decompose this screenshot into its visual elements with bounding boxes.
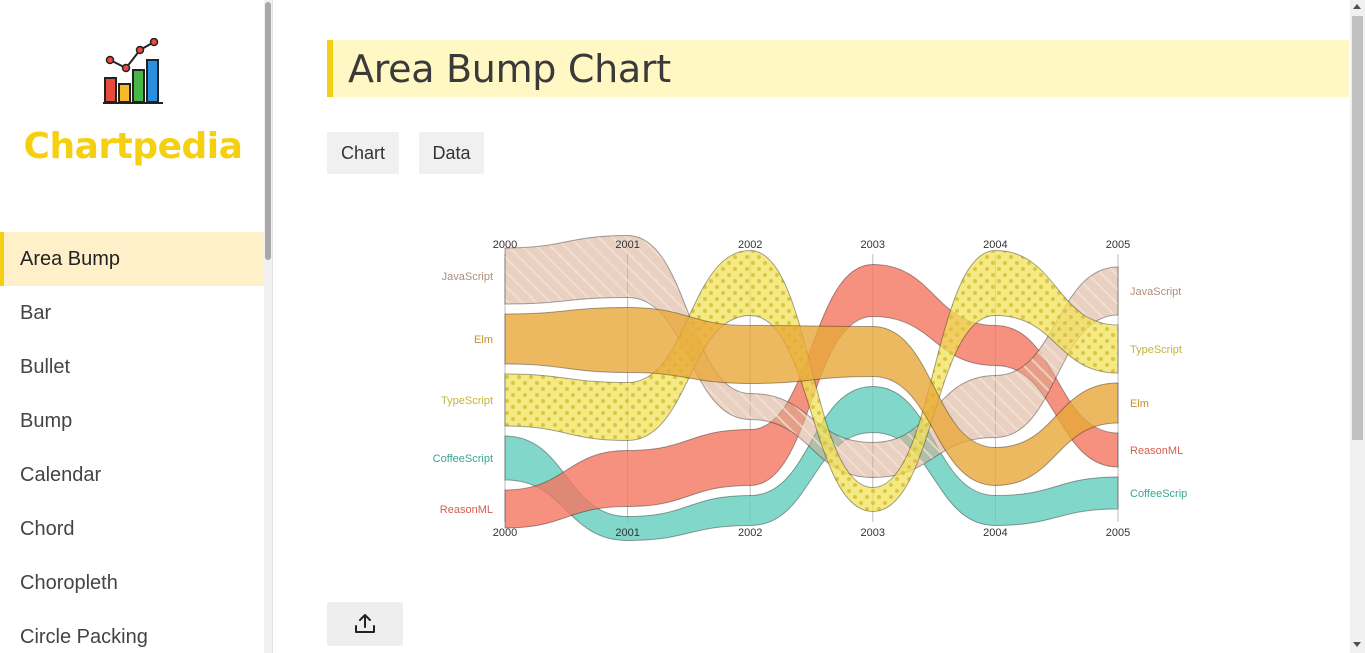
sidebar-item-bar[interactable]: Bar [20,302,52,324]
tick-label-bottom-2001: 2001 [615,527,639,539]
sidebar-item-area-bump[interactable]: Area Bump [0,232,266,286]
sidebar-item-chord[interactable]: Chord [20,518,75,540]
tick-label-top-2001: 2001 [615,239,639,251]
start-label-typescript: TypeScript [441,395,493,407]
start-label-coffeescript: CoffeeScript [433,453,493,465]
end-label-coffeescrip: CoffeeScrip [1130,488,1187,500]
tab-chart[interactable]: Chart [327,132,399,174]
start-label-elm: Elm [474,334,493,346]
brand-name: Chartpedia [23,126,243,167]
scroll-up-arrow-icon[interactable] [1353,4,1361,9]
area-typescript[interactable] [504,249,1119,513]
upload-icon [355,614,375,633]
area-elm[interactable] [504,306,1119,487]
sidebar-item-bump[interactable]: Bump [20,410,73,432]
sidebar-item-circle-packing[interactable]: Circle Packing [20,626,148,648]
tick-label-top-2004: 2004 [983,239,1007,251]
tick-label-top-2005: 2005 [1106,239,1130,251]
sidebar: Chartpedia Area Bump Bar Bullet Bump Cal… [0,0,266,653]
tick-label-top-2000: 2000 [493,239,517,251]
chart-axis-ticks: 2000 2000 2001 2001 2002 2002 2003 2003 2004 2004… [493,239,1130,539]
start-label-reasonml: ReasonML [440,504,493,516]
chart-series-labels: JavaScript Elm TypeScript CoffeeScript Reaso… [433,271,1188,516]
sidebar-item-calendar[interactable]: Calendar [20,464,102,486]
tick-label-bottom-2002: 2002 [738,527,762,539]
sidebar-divider [272,0,273,653]
scroll-down-arrow-icon[interactable] [1353,642,1361,647]
tick-label-bottom-2000: 2000 [493,527,517,539]
end-label-elm: Elm [1130,398,1149,410]
end-label-reasonml: ReasonML [1130,445,1183,457]
chart-areas [504,234,1119,542]
main-scrollbar-thumb[interactable] [1352,16,1363,440]
end-label-javascript: JavaScript [1130,286,1181,298]
tick-label-bottom-2004: 2004 [983,527,1007,539]
tick-label-bottom-2005: 2005 [1106,527,1130,539]
tick-label-top-2002: 2002 [738,239,762,251]
tick-label-top-2003: 2003 [861,239,885,251]
page-title-bar: Area Bump Chart [327,40,1349,97]
export-button[interactable] [327,602,403,646]
sidebar-scrollbar[interactable] [264,0,272,653]
page-title: Area Bump Chart [348,47,671,91]
bar-chart-logo-icon [103,38,163,104]
sidebar-item-choropleth[interactable]: Choropleth [20,572,118,594]
tab-data[interactable]: Data [419,132,484,174]
start-label-javascript: JavaScript [442,271,493,283]
area-coffeescript[interactable] [504,385,1119,542]
end-label-typescript: TypeScript [1130,344,1182,356]
area-bump-chart: 2000 2000 2001 2001 2002 2002 2003 2003 2004 2004… [420,230,1220,550]
sidebar-nav: Area Bump Bar Bullet Bump Calendar Chord… [0,232,266,653]
sidebar-scrollbar-thumb[interactable] [265,2,271,260]
tick-label-bottom-2003: 2003 [861,527,885,539]
sidebar-item-bullet[interactable]: Bullet [20,356,71,378]
chart-svg: 2000 2000 2001 2001 2002 2002 2003 2003 2004 2004… [433,234,1188,542]
